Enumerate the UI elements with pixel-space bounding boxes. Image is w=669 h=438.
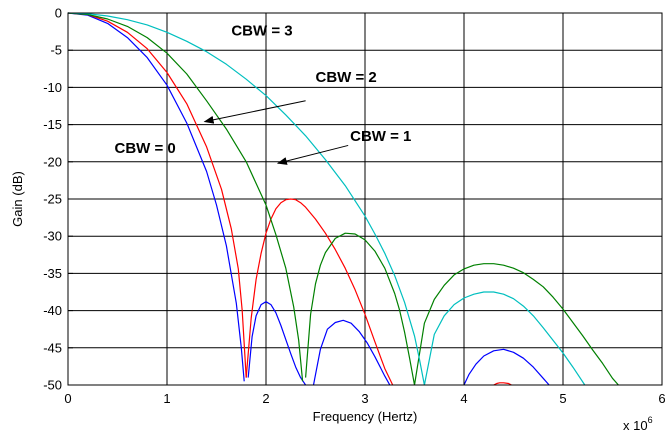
tick-labels: 0 1 2 3 4 5 6 0 -5 -10 -15 -20 -25 -30 -35 -40 -45 -50 [43, 6, 665, 407]
annotation-label: CBW = 2 [316, 69, 377, 86]
series-line-cbw-0 [247, 301, 307, 386]
x-axis-multiplier: x 106 [623, 415, 653, 433]
y-axis-label: Gain (dB) [10, 171, 25, 227]
series-line-cbw-1 [67, 12, 304, 382]
annotation-arrow [203, 100, 306, 124]
y-tick-label: -45 [43, 340, 62, 355]
series-line-cbw-1 [305, 232, 416, 386]
y-tick-label: -15 [43, 117, 62, 132]
series-line-cbw-3 [67, 12, 425, 386]
x-tick-label: 6 [658, 391, 665, 406]
x-tick-label: 4 [460, 391, 467, 406]
x-tick-label: 1 [163, 391, 170, 406]
series-line-cbw-0 [67, 12, 245, 382]
annotation-label: CBW = 1 [350, 128, 411, 145]
x-axis-label: Frequency (Hertz) [313, 409, 418, 424]
y-tick-label: -25 [43, 192, 62, 207]
series-line-cbw-1 [413, 263, 619, 386]
series-line-cbw-2 [67, 12, 247, 378]
x-tick-label: 2 [262, 391, 269, 406]
x-multiplier-exponent: 6 [648, 415, 653, 425]
x-tick-label: 0 [64, 391, 71, 406]
y-tick-label: -30 [43, 229, 62, 244]
y-tick-label: -50 [43, 378, 62, 393]
annotations: CBW = 3 CBW = 2 CBW = 1 CBW = 0 [115, 22, 411, 165]
series-line-cbw-2 [493, 382, 512, 386]
annotation-arrow [276, 144, 349, 165]
x-tick-label: 3 [361, 391, 368, 406]
y-tick-label: -20 [43, 154, 62, 169]
y-tick-label: -40 [43, 303, 62, 318]
series-line-cbw-0 [312, 319, 391, 386]
y-tick-label: -5 [50, 43, 62, 58]
series-lines [67, 12, 619, 386]
annotation-label: CBW = 3 [231, 22, 292, 39]
x-tick-label: 5 [559, 391, 566, 406]
series-line-cbw-2 [245, 198, 394, 386]
y-tick-label: -10 [43, 80, 62, 95]
annotation-label: CBW = 0 [115, 140, 176, 157]
y-tick-label: -35 [43, 266, 62, 281]
y-tick-label: 0 [55, 6, 62, 21]
series-line-cbw-0 [463, 348, 550, 386]
series-line-cbw-3 [423, 291, 586, 386]
x-multiplier-base: x 10 [623, 418, 648, 433]
